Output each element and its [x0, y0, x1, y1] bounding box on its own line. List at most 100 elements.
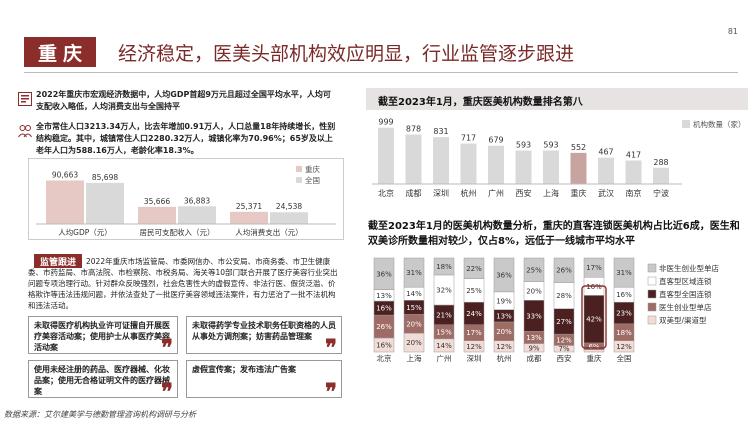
category-label: 广州	[437, 353, 452, 363]
segment-label: 16%	[376, 341, 392, 349]
bar-chongqing	[46, 180, 84, 224]
segment-label: 27%	[556, 318, 572, 326]
segment-label: 33%	[526, 312, 542, 320]
quote-icon: ❞	[161, 379, 173, 405]
segment-label: 13%	[376, 292, 392, 300]
bar-count	[433, 137, 449, 184]
bar-count	[378, 127, 394, 184]
bar-count	[598, 157, 614, 184]
category-label: 成都	[406, 188, 422, 198]
segment-label: 42%	[586, 316, 602, 324]
bar-count	[653, 167, 669, 184]
value-label-national: 36,883	[184, 196, 210, 205]
case-text: 虚假宣传案；发布违法广告案	[192, 365, 296, 374]
case-box-3: 使用未经注册的药品、医疗器械、化妆品案；使用无合格证明文件的医疗器械案 ❞	[28, 360, 178, 403]
bar-count	[460, 143, 477, 184]
value-label: 878	[406, 125, 421, 134]
bar-chongqing	[230, 211, 268, 224]
category-label: 广州	[488, 188, 504, 198]
category-label: 杭州	[461, 188, 477, 198]
legend-label: 直客型区域连锁	[659, 276, 712, 286]
stack-segment	[553, 257, 575, 283]
bar-count	[488, 145, 504, 184]
econ-comparison-chart: 90,663 85,698 人均GDP（元） 35,666 36,883 居民可支配收入（…	[28, 158, 344, 240]
category-label: 武汉	[598, 188, 614, 198]
segment-label: 15%	[406, 304, 422, 312]
category-label: 上海	[407, 353, 422, 363]
city-tag: 重庆	[24, 37, 96, 67]
segment-label: 19%	[496, 297, 512, 305]
value-label: 593	[543, 141, 558, 150]
category-label: 重庆	[571, 188, 587, 198]
value-label: 679	[488, 136, 503, 145]
legend-label: 非医生创业型单店	[659, 263, 719, 273]
people-icon	[18, 125, 32, 138]
regulation-text: 2022年重庆市场监管局、市委网信办、市公安局、市商务委、市卫生健康委、市药监局…	[28, 257, 338, 310]
legend-swatch	[647, 289, 657, 299]
segment-label: 17%	[466, 329, 482, 337]
quote-icon: ❞	[325, 379, 337, 405]
category-label: 西安	[557, 353, 572, 363]
case-box-4: 虚假宣传案；发布违法广告案 ❞	[186, 360, 342, 403]
institution-count-chart: 999 北京 878 成都 831 深圳 717 杭州 679 广州 593 西安 593 上海 552 重庆…	[372, 118, 746, 198]
highlight-box	[581, 285, 607, 349]
segment-label: 7%	[558, 345, 569, 353]
value-label: 717	[461, 134, 476, 143]
segment-label: 24%	[466, 310, 482, 318]
header-divider	[24, 72, 738, 73]
value-label: 417	[626, 150, 641, 159]
segment-label: 23%	[616, 309, 632, 317]
value-label-national: 24,538	[276, 202, 302, 211]
segment-label: 13%	[496, 312, 512, 320]
legend-label-chongqing: 重庆	[305, 164, 320, 174]
category-label: 北京	[378, 188, 394, 198]
segment-label: 12%	[556, 336, 572, 344]
category-label: 北京	[377, 353, 392, 363]
case-text: 未取得药学专业技术职务任职资格的人员从事处方调剂案；妨害药品管理案	[192, 321, 336, 341]
stack-segment	[433, 257, 455, 276]
value-label: 552	[571, 143, 586, 152]
stack-segment	[403, 257, 425, 288]
quote-icon: ❞	[161, 335, 173, 361]
segment-label: 31%	[616, 269, 632, 277]
segment-label: 14%	[436, 342, 452, 350]
category-label: 居民可支配收入（元）	[140, 227, 215, 237]
segment-label: 12%	[496, 343, 512, 351]
legend-label-national: 全国	[305, 175, 320, 185]
bar-count	[543, 150, 559, 184]
legend-swatch	[647, 302, 657, 312]
segment-label: 20%	[406, 320, 422, 328]
category-label: 深圳	[433, 188, 449, 198]
segment-label: 18%	[616, 329, 632, 337]
segment-label: 26%	[376, 323, 392, 331]
segment-label: 25%	[466, 287, 482, 295]
legend-swatch	[647, 276, 657, 286]
case-text: 未取得医疗机构执业许可证擅自开展医疗美容活动案；使用护士从事医疗美容活动案	[34, 321, 170, 352]
bar-count	[625, 160, 642, 184]
legend-label: 机构数量（家）	[693, 119, 746, 129]
bar-national	[178, 206, 216, 224]
bar-count	[570, 152, 587, 184]
stack-segment	[613, 257, 635, 288]
macro-summary: 2022年重庆市宏观经济数据中，人均GDP首超9万元且超过全国平均水平，人均可支…	[36, 90, 331, 111]
value-label-chongqing: 35,666	[144, 197, 170, 206]
segment-label: 14%	[406, 290, 422, 298]
category-label: 人均GDP（元）	[58, 227, 112, 237]
value-label: 288	[653, 158, 668, 167]
legend-swatch	[647, 263, 657, 273]
count-title-bar	[366, 88, 748, 110]
segment-label: 18%	[436, 263, 452, 271]
segment-label: 13%	[526, 334, 542, 342]
legend-label: 双美型/渠道型	[659, 315, 707, 325]
value-label: 593	[516, 141, 531, 150]
segment-label: 20%	[406, 339, 422, 347]
segment-label: 28%	[556, 292, 572, 300]
category-label: 全国	[617, 353, 632, 363]
document-icon	[18, 92, 32, 106]
segment-label: 9%	[528, 344, 539, 352]
case-box-1: 未取得医疗机构执业许可证擅自开展医疗美容活动案；使用护士从事医疗美容活动案 ❞	[28, 316, 178, 359]
legend-label: 医生创业型单店	[659, 302, 712, 312]
page-number: 81	[727, 27, 738, 36]
bar-count	[405, 134, 422, 184]
page-title: 经济稳定，医美头部机构效应明显，行业监管逐步跟进	[118, 43, 575, 65]
